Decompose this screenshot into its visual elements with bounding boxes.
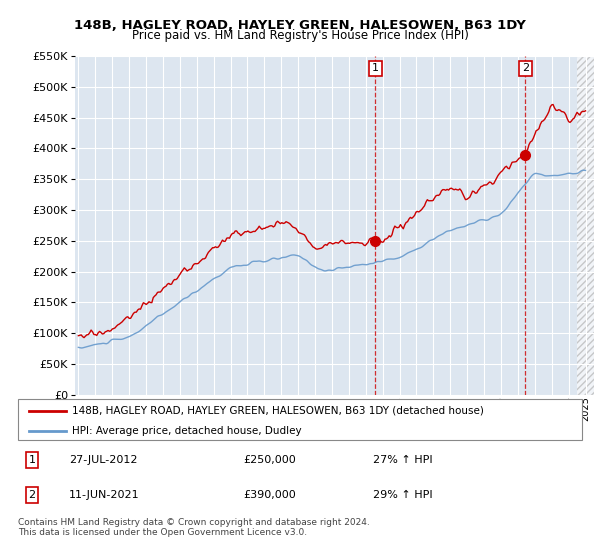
Text: 148B, HAGLEY ROAD, HAYLEY GREEN, HALESOWEN, B63 1DY: 148B, HAGLEY ROAD, HAYLEY GREEN, HALESOW… [74,19,526,32]
Text: 148B, HAGLEY ROAD, HAYLEY GREEN, HALESOWEN, B63 1DY (detached house): 148B, HAGLEY ROAD, HAYLEY GREEN, HALESOW… [71,405,484,416]
Text: 1: 1 [29,455,35,465]
Text: 11-JUN-2021: 11-JUN-2021 [69,490,139,500]
Text: HPI: Average price, detached house, Dudley: HPI: Average price, detached house, Dudl… [71,426,301,436]
Text: Contains HM Land Registry data © Crown copyright and database right 2024.
This d: Contains HM Land Registry data © Crown c… [18,518,370,538]
Text: 2: 2 [29,490,35,500]
Text: 29% ↑ HPI: 29% ↑ HPI [373,490,433,500]
FancyBboxPatch shape [18,399,582,440]
Text: £250,000: £250,000 [244,455,296,465]
Text: 27-JUL-2012: 27-JUL-2012 [69,455,137,465]
Text: 1: 1 [372,63,379,73]
Text: 27% ↑ HPI: 27% ↑ HPI [373,455,433,465]
Text: £390,000: £390,000 [244,490,296,500]
Text: 2: 2 [522,63,529,73]
Text: Price paid vs. HM Land Registry's House Price Index (HPI): Price paid vs. HM Land Registry's House … [131,29,469,42]
